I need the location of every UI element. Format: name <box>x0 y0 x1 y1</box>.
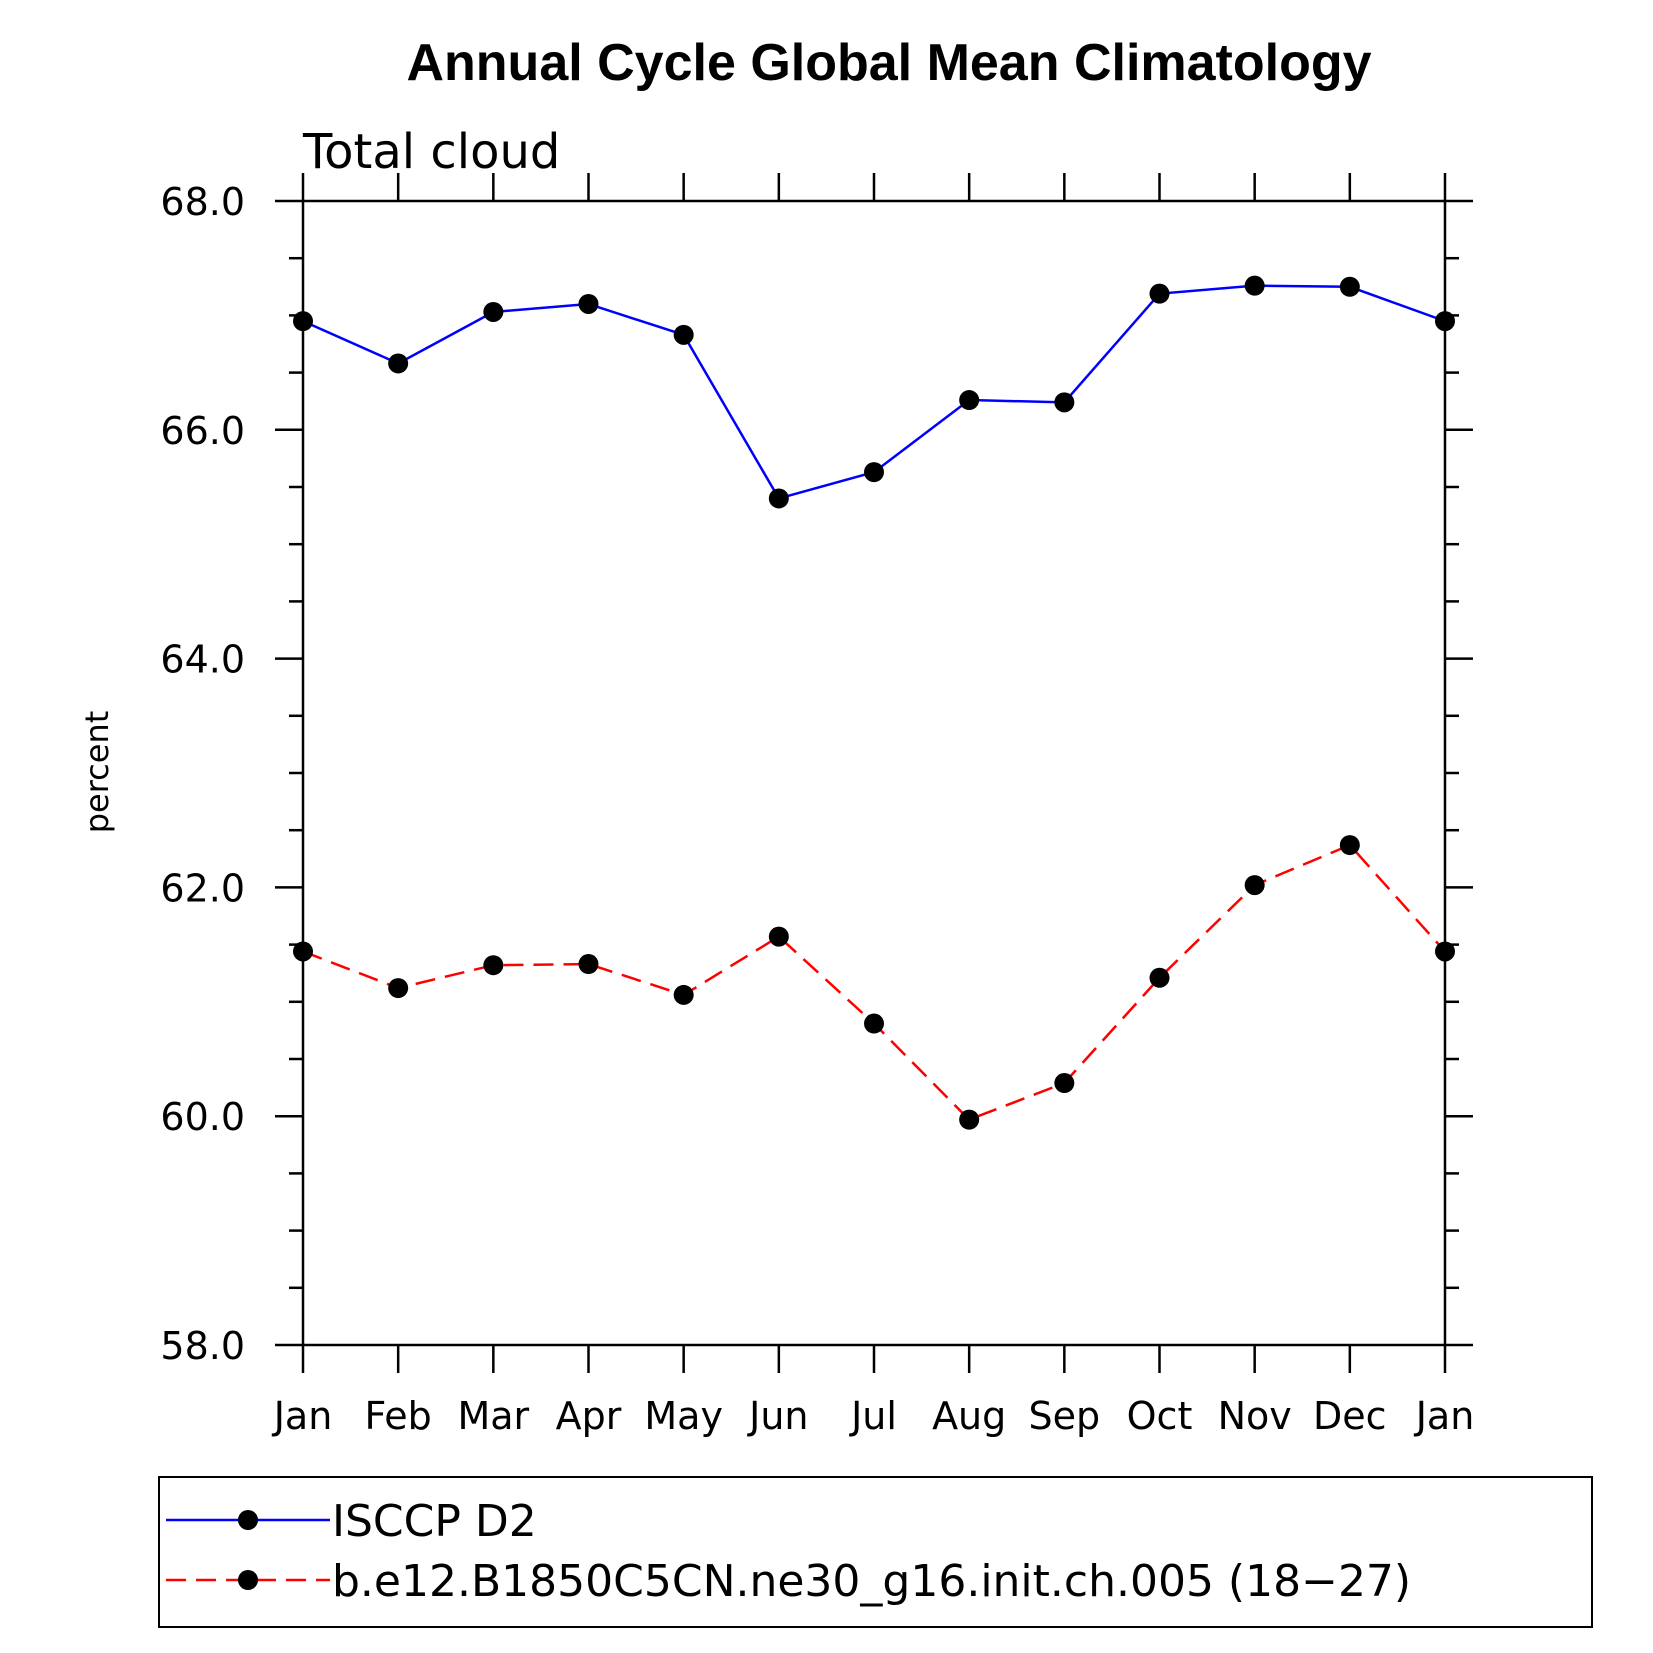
data-point-1 <box>768 926 789 947</box>
y-tick-label: 60.0 <box>160 1095 245 1139</box>
data-point-1 <box>388 978 409 999</box>
data-point-1 <box>483 955 504 976</box>
data-point-0 <box>1149 283 1170 304</box>
y-tick-label: 58.0 <box>160 1324 245 1368</box>
data-point-1 <box>959 1109 980 1130</box>
x-tick-label: Oct <box>1127 1394 1193 1438</box>
y-tick-label: 68.0 <box>160 180 245 224</box>
data-point-1 <box>293 941 313 962</box>
x-axis-ticks: Jan Feb Mar Apr May Jun Jul Aug Sep Oct Nov Dec Jan <box>272 173 1475 1438</box>
x-tick-label: Jan <box>272 1394 333 1438</box>
x-tick-label: Apr <box>556 1394 622 1438</box>
x-tick-label: Jan <box>1414 1394 1475 1438</box>
legend-label-isccp: ISCCP D2 <box>332 1496 537 1547</box>
data-point-1 <box>1054 1073 1075 1094</box>
legend-label-model: b.e12.B1850C5CN.ne30_g16.init.ch.005 (18… <box>332 1556 1411 1607</box>
data-point-0 <box>1435 311 1455 332</box>
data-point-0 <box>483 301 504 322</box>
x-tick-label: Nov <box>1218 1394 1292 1438</box>
x-tick-label: Feb <box>365 1394 432 1438</box>
data-point-0 <box>673 324 694 345</box>
legend: ISCCP D2 b.e12.B1850C5CN.ne30_g16.init.c… <box>158 1476 1593 1628</box>
data-point-0 <box>959 390 980 411</box>
x-tick-label: Mar <box>457 1394 529 1438</box>
data-point-1 <box>1339 835 1360 856</box>
data-point-1 <box>673 984 694 1005</box>
data-point-1 <box>1244 875 1265 896</box>
data-point-1 <box>1435 941 1455 962</box>
data-point-0 <box>578 293 599 314</box>
y-tick-label: 62.0 <box>160 866 245 910</box>
data-point-0 <box>293 311 313 332</box>
data-point-1 <box>864 1013 884 1034</box>
x-tick-label: Sep <box>1029 1394 1101 1438</box>
x-tick-label: Jul <box>849 1394 897 1438</box>
data-point-1 <box>1149 967 1170 988</box>
chart-title: Annual Cycle Global Mean Climatology <box>406 34 1371 92</box>
data-point-1 <box>578 954 599 975</box>
legend-marker-model <box>238 1570 258 1590</box>
series-layer <box>293 275 1455 1130</box>
data-point-0 <box>1244 275 1265 296</box>
data-point-0 <box>1054 392 1075 413</box>
x-tick-label: Jun <box>747 1394 808 1438</box>
legend-box <box>158 1476 1593 1628</box>
y-axis-label: percent <box>78 711 116 834</box>
data-point-0 <box>864 462 884 483</box>
plot-frame <box>301 199 1447 1347</box>
data-point-0 <box>388 353 409 374</box>
data-point-0 <box>1339 276 1360 297</box>
y-axis-ticks: 58.0 60.0 62.0 64.0 66.0 68.0 <box>160 180 1473 1368</box>
data-point-0 <box>768 488 789 509</box>
x-tick-label: Dec <box>1313 1394 1387 1438</box>
chart-subtitle: Total cloud <box>302 124 560 180</box>
x-tick-label: Aug <box>932 1394 1006 1438</box>
series-line-1 <box>302 843 1446 1122</box>
y-tick-label: 64.0 <box>160 638 245 682</box>
y-tick-label: 66.0 <box>160 409 245 453</box>
x-tick-label: May <box>644 1394 723 1438</box>
legend-marker-isccp <box>238 1510 258 1530</box>
